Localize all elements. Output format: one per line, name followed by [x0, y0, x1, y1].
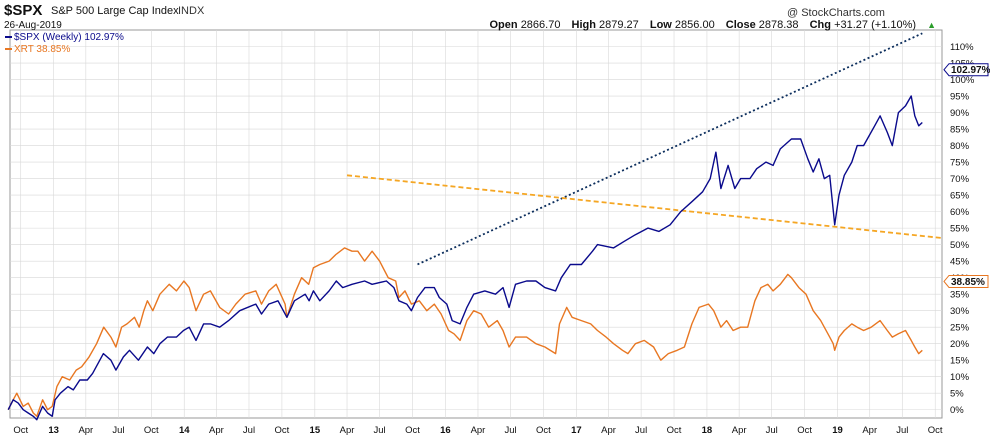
- x-tick-label: Oct: [667, 425, 682, 436]
- x-tick-label: 19: [832, 425, 843, 436]
- xrt-price-badge: 38.85%: [943, 274, 989, 288]
- x-tick-label: Oct: [405, 425, 420, 436]
- stockcharts-credit: @ StockCharts.com: [787, 7, 885, 19]
- y-tick-label: 55%: [950, 224, 970, 235]
- y-tick-label: 110%: [950, 42, 974, 53]
- y-tick-label: 35%: [950, 290, 970, 301]
- y-tick-label: 5%: [950, 389, 964, 400]
- x-tick-label: Jul: [112, 425, 124, 436]
- spx-line: [7, 95, 923, 421]
- x-tick-label: Apr: [732, 425, 747, 436]
- x-tick-label: Apr: [862, 425, 877, 436]
- x-tick-label: Jul: [374, 425, 386, 436]
- x-tick-label: Apr: [209, 425, 224, 436]
- x-tick-label: 16: [440, 425, 451, 436]
- y-tick-label: 60%: [950, 207, 970, 218]
- x-tick-label: Jul: [766, 425, 778, 436]
- low-value: 2856.00: [674, 19, 715, 31]
- y-tick-label: 70%: [950, 174, 970, 185]
- y-tick-label: 10%: [950, 372, 970, 383]
- y-tick-label: 100%: [950, 75, 975, 86]
- x-tick-label: Apr: [78, 425, 93, 436]
- y-tick-label: 50%: [950, 240, 970, 251]
- badge-box: [943, 63, 989, 77]
- open-label: Open: [489, 19, 518, 31]
- y-tick-label: 90%: [950, 108, 970, 119]
- y-tick-label: 95%: [950, 92, 970, 103]
- x-tick-label: Jul: [896, 425, 908, 436]
- x-tick-label: Oct: [928, 425, 943, 436]
- legend-xrt: XRT 38.85%: [5, 44, 70, 55]
- xrt-line: [7, 247, 923, 417]
- price-badges: 102.97% 38.85%: [943, 63, 990, 288]
- y-tick-label: 30%: [950, 306, 970, 317]
- chart-date: 26-Aug-2019: [4, 20, 62, 31]
- high-value: 2879.27: [599, 19, 639, 31]
- low-label: Low: [649, 19, 672, 31]
- ohlc-readout: Open 2866.70 High 2879.27 Low 2856.00 Cl…: [490, 19, 937, 31]
- legend-spx: $SPX (Weekly) 102.97%: [5, 32, 124, 43]
- index-name: S&P 500 Large Cap Index: [51, 5, 179, 17]
- legend-xrt-label: XRT 38.85%: [14, 44, 71, 55]
- badge-label: 38.85%: [951, 277, 985, 288]
- x-tick-label: 18: [702, 425, 713, 436]
- x-tick-label: Apr: [601, 425, 616, 436]
- y-tick-label: 75%: [950, 158, 970, 169]
- close-label: Close: [725, 19, 756, 31]
- y-tick-label: 45%: [950, 257, 970, 268]
- legend-xrt-swatch: [5, 48, 12, 51]
- x-tick-label: Oct: [797, 425, 812, 436]
- x-tick-label: 15: [310, 425, 321, 436]
- close-value: 2878.38: [758, 19, 799, 31]
- y-tick-label: 15%: [950, 356, 970, 367]
- x-tick-label: Apr: [340, 425, 355, 436]
- chart-grid: [9, 29, 943, 419]
- x-tick-label: Apr: [471, 425, 486, 436]
- x-tick-label: Jul: [243, 425, 255, 436]
- chg-value: +31.27 (+1.10%): [834, 19, 917, 31]
- x-tick-label: 17: [571, 425, 582, 436]
- trendlines: [346, 32, 943, 266]
- open-value: 2866.70: [520, 19, 561, 31]
- x-axis: Oct 13 Apr Jul Oct 14 Apr Jul Oct 15 Apr Jul Oct 16 Ap…: [13, 425, 943, 436]
- legend-spx-swatch: [5, 36, 12, 39]
- series-lines: [7, 95, 923, 421]
- x-tick-label: 14: [179, 425, 190, 436]
- x-tick-label: Jul: [635, 425, 647, 436]
- y-tick-label: 80%: [950, 141, 970, 152]
- plot-frame: [9, 29, 943, 419]
- y-tick-label: 65%: [950, 191, 970, 202]
- spx-trendline: [417, 32, 923, 266]
- x-tick-label: Jul: [504, 425, 516, 436]
- up-arrow-icon: ▲: [927, 20, 936, 30]
- chg-label: Chg: [809, 19, 831, 31]
- x-tick-label: 13: [48, 425, 59, 436]
- badge-box: [943, 274, 989, 288]
- spx-price-badge: 102.97%: [943, 63, 990, 77]
- legend-spx-label: $SPX (Weekly) 102.97%: [14, 32, 124, 43]
- x-tick-label: Oct: [13, 425, 28, 436]
- y-tick-label: 25%: [950, 323, 970, 334]
- exchange: INDX: [178, 5, 205, 17]
- y-tick-label: 20%: [950, 339, 970, 350]
- xrt-trendline: [346, 174, 943, 239]
- symbol: $SPX: [4, 2, 43, 19]
- x-tick-label: Oct: [144, 425, 159, 436]
- y-tick-label: 0%: [950, 405, 964, 416]
- y-tick-label: 85%: [950, 125, 970, 136]
- y-axis: 0%5%10%15%20%25%30%35%40%45%50%55%60%65%…: [950, 42, 975, 416]
- x-tick-label: Oct: [536, 425, 551, 436]
- badge-label: 102.97%: [951, 65, 990, 76]
- high-label: High: [571, 19, 596, 31]
- x-tick-label: Oct: [275, 425, 290, 436]
